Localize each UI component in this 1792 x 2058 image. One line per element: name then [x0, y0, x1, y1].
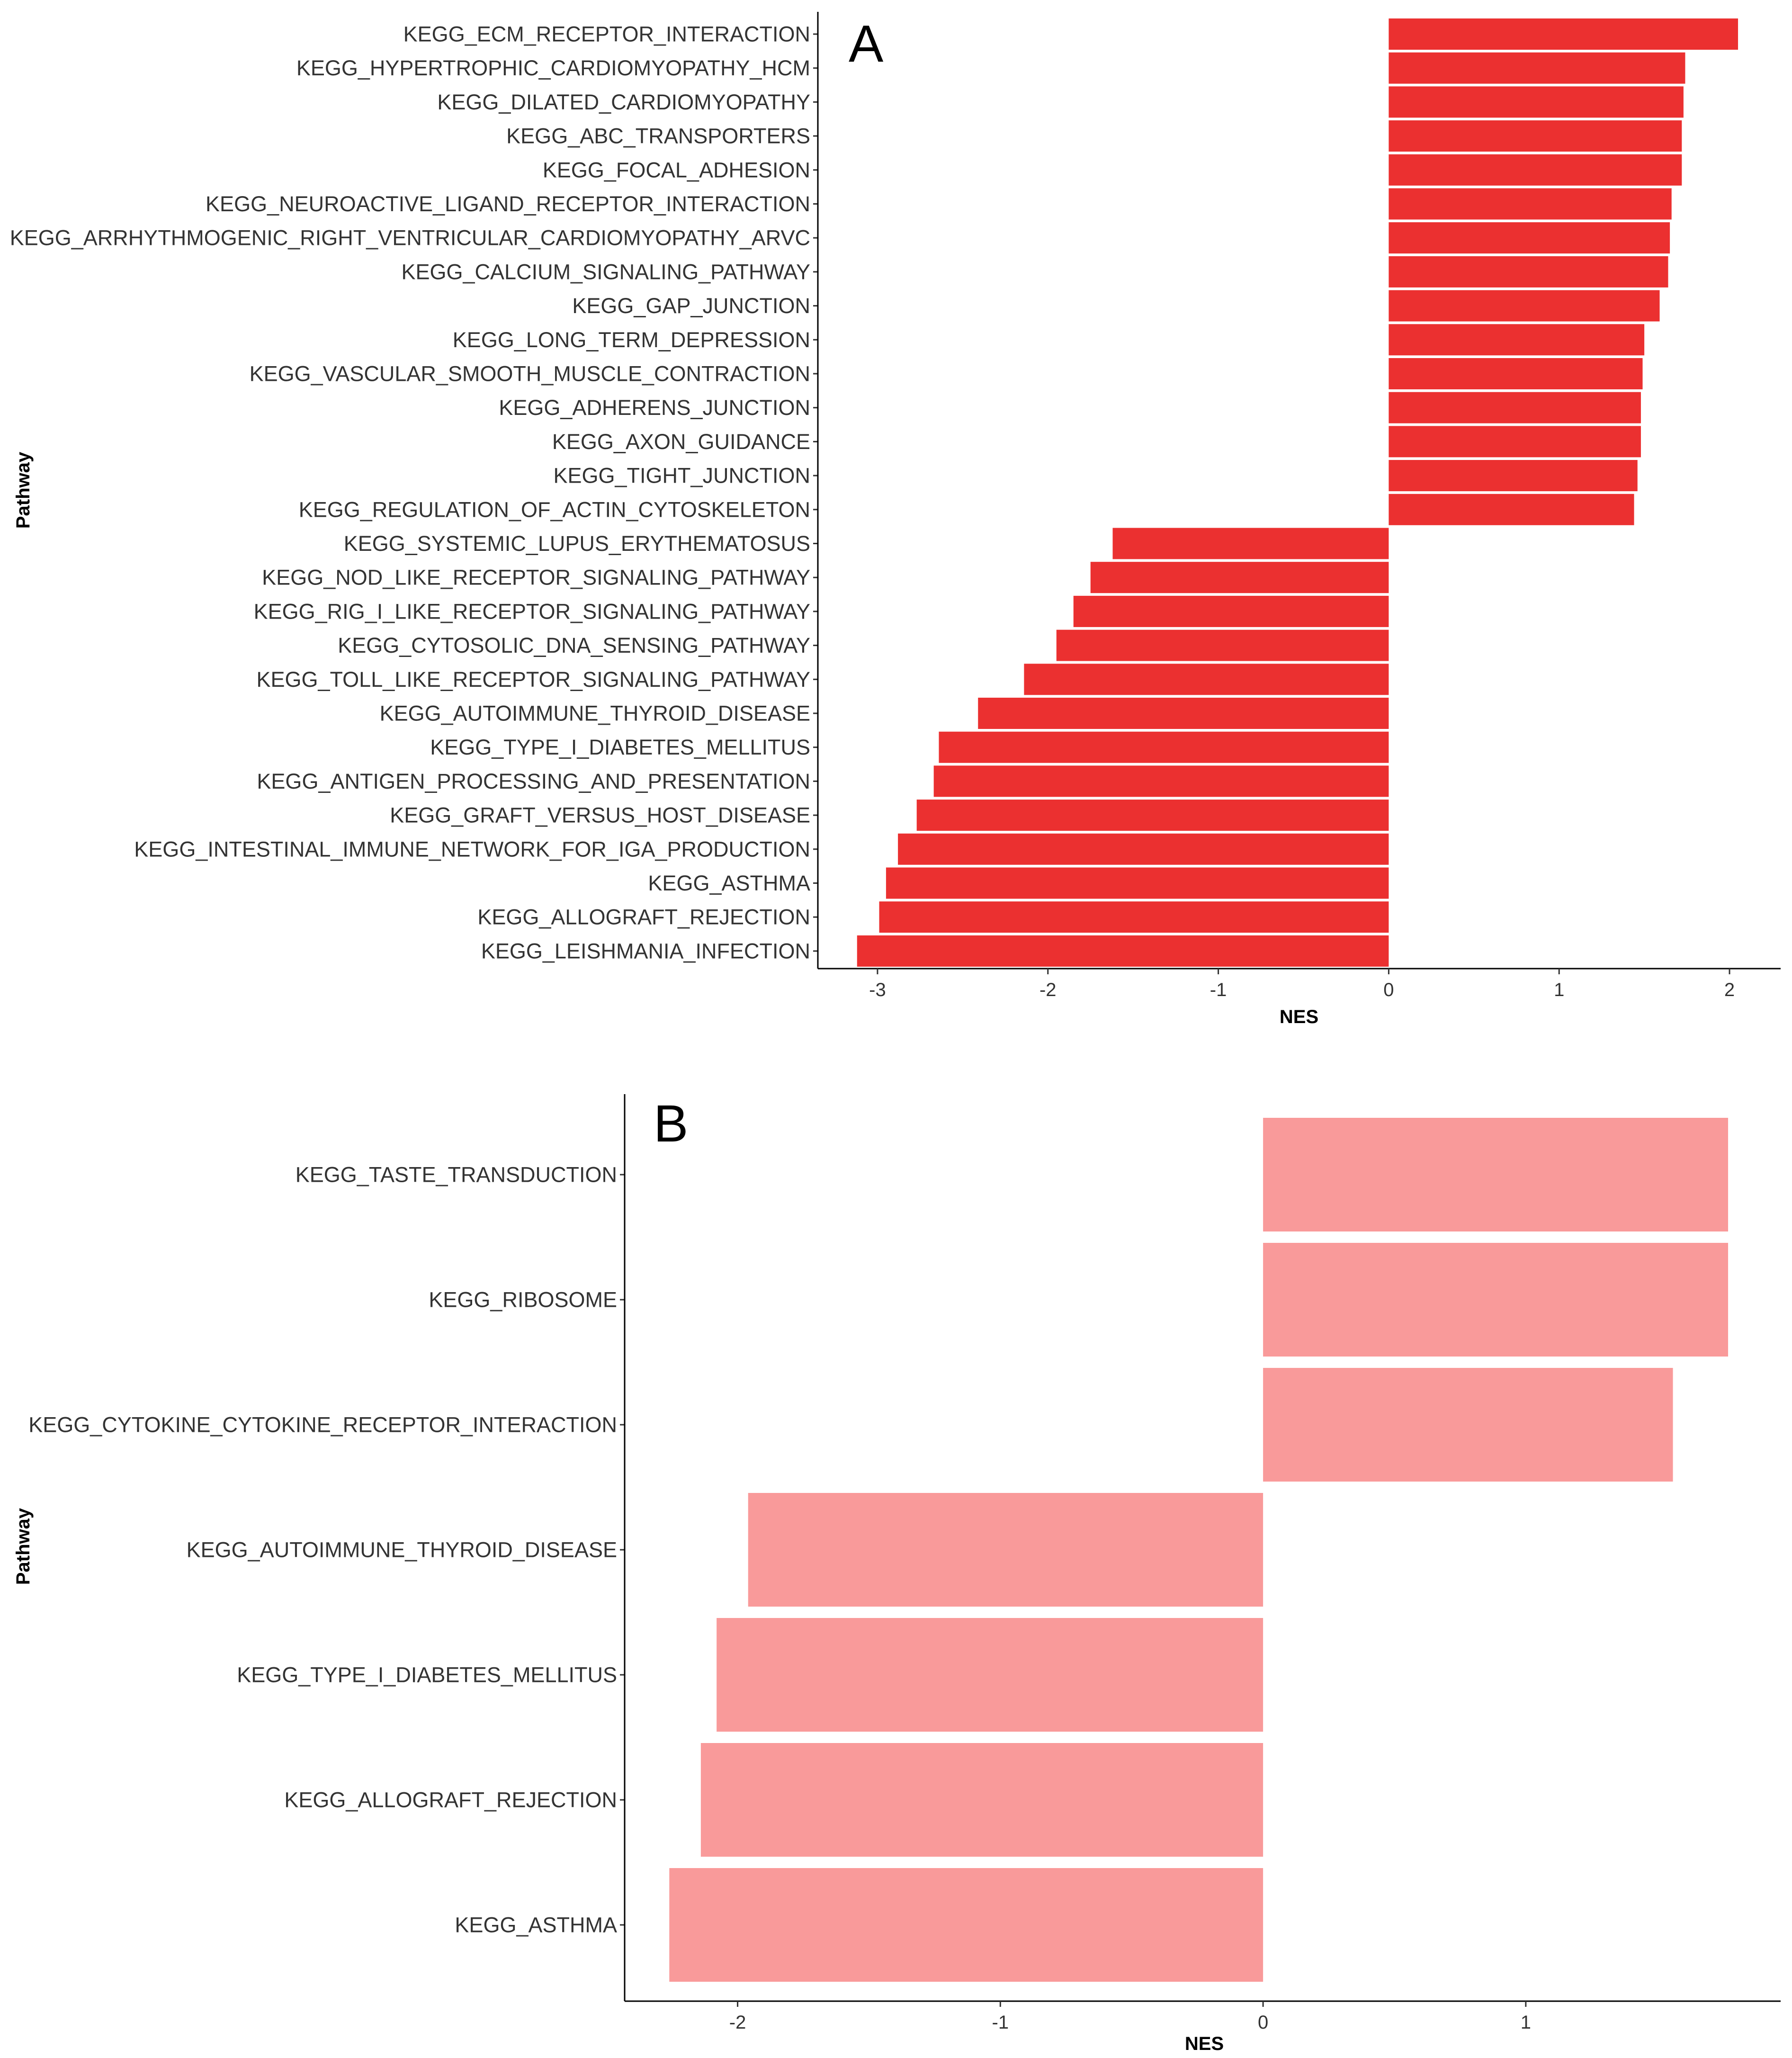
- panel-a-bar: [1389, 460, 1638, 492]
- panel-b-y-axis-title: Pathway: [13, 1508, 34, 1585]
- panel-a-category-label: KEGG_ADHERENS_JUNCTION: [499, 395, 810, 420]
- panel-a-category-label: KEGG_LONG_TERM_DEPRESSION: [453, 328, 810, 352]
- panel-a-bar: [978, 698, 1389, 729]
- panel-a-category-label: KEGG_ANTIGEN_PROCESSING_AND_PRESENTATION: [257, 769, 810, 793]
- panel-a-category-label: KEGG_INTESTINAL_IMMUNE_NETWORK_FOR_IGA_P…: [134, 837, 810, 861]
- panel-a-category-label: KEGG_DILATED_CARDIOMYOPATHY: [437, 90, 810, 114]
- panel-a-bar: [879, 901, 1389, 933]
- panel-a-category-label: KEGG_RIG_I_LIKE_RECEPTOR_SIGNALING_PATHW…: [254, 599, 810, 623]
- panel-a-bar: [1389, 120, 1682, 152]
- panel-a-category-label: KEGG_HYPERTROPHIC_CARDIOMYOPATHY_HCM: [296, 56, 810, 80]
- panel-a-bar: [1389, 154, 1682, 186]
- panel-a-category-label: KEGG_AXON_GUIDANCE: [552, 430, 810, 454]
- panel-a-bar: [1389, 18, 1738, 50]
- panel-a-x-tick-label: -1: [1210, 980, 1227, 1000]
- panel-a-bar: [1389, 86, 1684, 118]
- panel-b-bar: [1263, 1243, 1729, 1357]
- panel-a-bar: [898, 833, 1389, 865]
- panel-a-bar: [886, 867, 1389, 899]
- panel-a-bar: [1389, 426, 1641, 458]
- panel-b-category-label: KEGG_TYPE_I_DIABETES_MELLITUS: [237, 1663, 617, 1687]
- panel-a-category-label: KEGG_ARRHYTHMOGENIC_RIGHT_VENTRICULAR_CA…: [10, 226, 810, 250]
- panel-a-bar: [1389, 392, 1641, 423]
- panel-a-category-label: KEGG_NEUROACTIVE_LIGAND_RECEPTOR_INTERAC…: [206, 192, 810, 216]
- panel-a-category-label: KEGG_ECM_RECEPTOR_INTERACTION: [403, 22, 810, 46]
- panel-a-x-tick-label: -2: [1039, 980, 1057, 1000]
- panel-a-category-label: KEGG_CYTOSOLIC_DNA_SENSING_PATHWAY: [338, 633, 810, 657]
- panel-b-x-tick-label: -2: [729, 2012, 746, 2033]
- panel-a-x-tick-label: 1: [1554, 980, 1564, 1000]
- panel-b-category-label: KEGG_AUTOIMMUNE_THYROID_DISEASE: [187, 1538, 617, 1562]
- panel-b-bar: [1263, 1118, 1729, 1231]
- panel-a-bar: [1073, 595, 1389, 627]
- panel-a-bar: [1389, 324, 1645, 356]
- panel-a-chart: A Pathway NES KEGG_ECM_RECEPTOR_INTERACT…: [10, 12, 1781, 1027]
- panel-a-category-label: KEGG_ABC_TRANSPORTERS: [506, 124, 810, 148]
- panel-a-category-label: KEGG_AUTOIMMUNE_THYROID_DISEASE: [380, 701, 810, 726]
- panel-b-category-label: KEGG_RIBOSOME: [429, 1288, 617, 1312]
- panel-b-bar: [669, 1868, 1263, 1982]
- panel-b-x-axis-title: NES: [1185, 2033, 1224, 2054]
- panel-a-category-label: KEGG_TYPE_I_DIABETES_MELLITUS: [430, 735, 810, 759]
- panel-a-label: A: [849, 15, 884, 73]
- panel-a-x-axis-title: NES: [1280, 1007, 1318, 1027]
- panel-a-category-label: KEGG_GRAFT_VERSUS_HOST_DISEASE: [390, 803, 810, 827]
- panel-a-bar: [1389, 222, 1670, 254]
- panel-a-category-label: KEGG_VASCULAR_SMOOTH_MUSCLE_CONTRACTION: [250, 362, 810, 386]
- panel-b-bar: [1263, 1368, 1673, 1482]
- panel-a-category-label: KEGG_TIGHT_JUNCTION: [553, 464, 810, 488]
- panel-a-category-label: KEGG_NOD_LIKE_RECEPTOR_SIGNALING_PATHWAY: [262, 566, 810, 590]
- panel-b-x-tick-label: 1: [1521, 2012, 1531, 2033]
- panel-a-x-tick-label: 0: [1383, 980, 1394, 1000]
- panel-a-category-label: KEGG_ASTHMA: [648, 871, 810, 895]
- panel-b-category-label: KEGG_CYTOKINE_CYTOKINE_RECEPTOR_INTERACT…: [28, 1413, 617, 1437]
- panel-a-category-label: KEGG_GAP_JUNCTION: [572, 294, 810, 318]
- panel-b-x-tick-label: -1: [992, 2012, 1009, 2033]
- panel-a-bar: [1112, 528, 1389, 559]
- panel-a-category-label: KEGG_LEISHMANIA_INFECTION: [481, 939, 810, 963]
- panel-a-bar: [1056, 629, 1389, 661]
- panel-a-category-label: KEGG_REGULATION_OF_ACTIN_CYTOSKELETON: [299, 497, 810, 521]
- panel-a-category-label: KEGG_ALLOGRAFT_REJECTION: [477, 905, 810, 929]
- panel-a-bar: [1090, 562, 1389, 593]
- panel-a-bar: [933, 765, 1389, 797]
- panel-a-x-tick-label: -3: [869, 980, 886, 1000]
- panel-b-bar: [717, 1618, 1263, 1732]
- panel-a-x-tick-label: 2: [1724, 980, 1735, 1000]
- panel-a-bar: [1389, 358, 1643, 389]
- panel-b-label: B: [654, 1095, 688, 1153]
- panel-a-bar: [916, 800, 1389, 831]
- panel-a-bar: [857, 935, 1389, 967]
- panel-a-category-label: KEGG_FOCAL_ADHESION: [543, 158, 810, 182]
- panel-b-category-label: KEGG_ASTHMA: [455, 1913, 617, 1937]
- panel-b-category-label: KEGG_ALLOGRAFT_REJECTION: [284, 1788, 617, 1812]
- panel-a-bar: [1024, 664, 1389, 695]
- panel-a-category-label: KEGG_CALCIUM_SIGNALING_PATHWAY: [401, 260, 810, 284]
- panel-a-bar: [1389, 52, 1685, 84]
- panel-b-bar: [748, 1493, 1263, 1607]
- panel-b-x-tick-label: 0: [1258, 2012, 1268, 2033]
- panel-a-y-axis-title: Pathway: [13, 451, 34, 529]
- panel-b-bar: [700, 1743, 1263, 1857]
- panel-a-bar: [1389, 494, 1634, 525]
- panel-a-bar: [939, 731, 1389, 763]
- panel-b-chart: B Pathway NES KEGG_TASTE_TRANSDUCTION KEG…: [13, 1094, 1781, 2054]
- panel-a-bar: [1389, 188, 1672, 220]
- panel-a-category-label: KEGG_SYSTEMIC_LUPUS_ERYTHEMATOSUS: [344, 531, 810, 556]
- panel-a-bar: [1389, 256, 1668, 288]
- panel-a-category-label: KEGG_TOLL_LIKE_RECEPTOR_SIGNALING_PATHWA…: [256, 667, 810, 692]
- panel-a-bar: [1389, 290, 1660, 322]
- panel-b-category-label: KEGG_TASTE_TRANSDUCTION: [296, 1163, 617, 1187]
